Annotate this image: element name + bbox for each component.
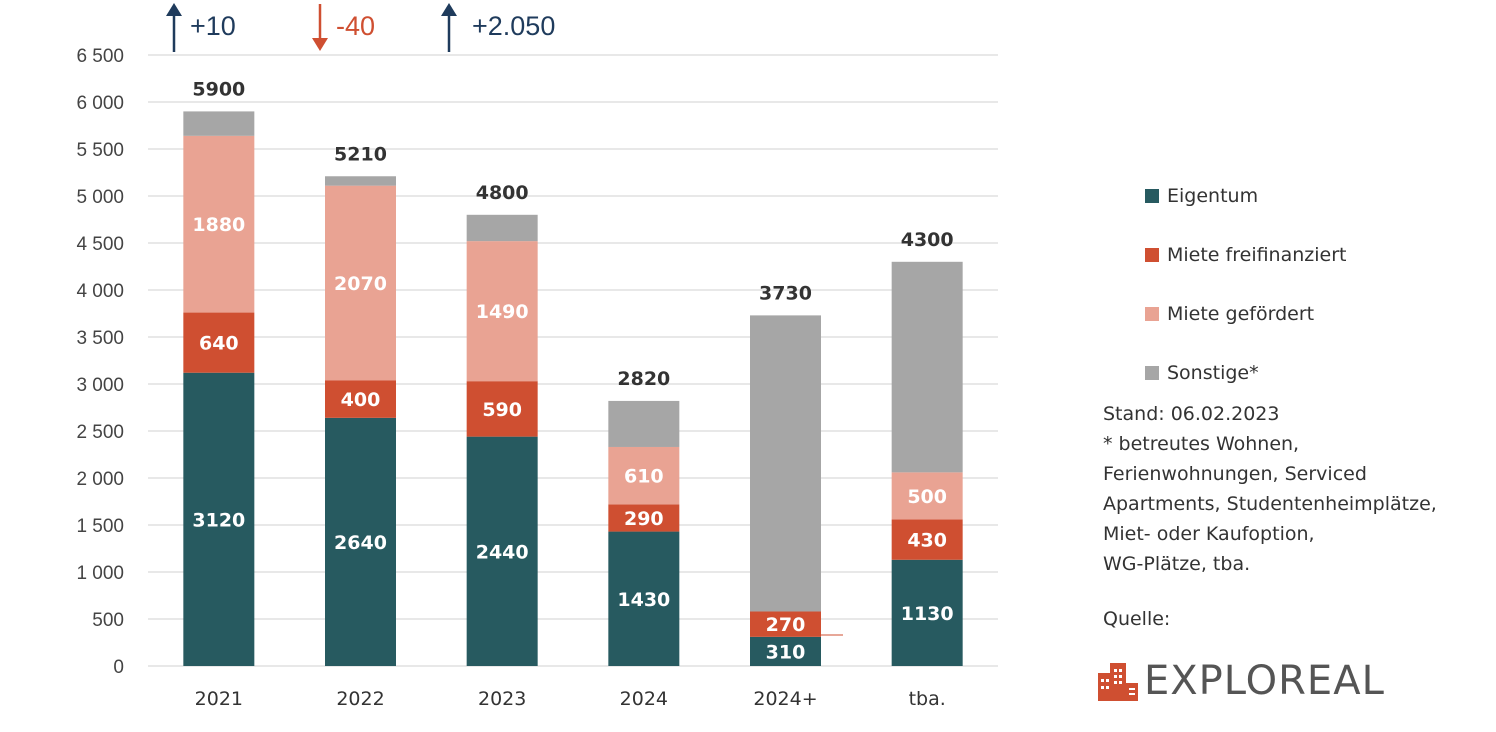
bar-segment (466, 214, 538, 242)
data-label: 400 (341, 389, 381, 411)
bar-segment (891, 261, 963, 473)
bar-segment (325, 185, 396, 381)
total-label: 3730 (759, 282, 812, 304)
bar-segment (466, 381, 538, 437)
bar-segment (608, 531, 680, 666)
bar-segment (325, 417, 396, 666)
legend-label: Miete freifinanziert (1167, 243, 1347, 266)
legend-swatch (1145, 365, 1159, 380)
building-icon (1098, 663, 1138, 701)
y-tick-label: 3 500 (76, 328, 124, 349)
bar-segment (891, 519, 963, 560)
arrow-up-icon (441, 3, 457, 16)
y-tick-label: 3 000 (76, 375, 124, 396)
y-tick-label: 500 (92, 610, 124, 631)
data-label: 270 (766, 614, 806, 636)
y-tick-label: 6 000 (76, 93, 124, 114)
y-tick-label: 2 000 (76, 469, 124, 490)
y-tick-label: 0 (113, 657, 124, 678)
x-tick-label: tba. (909, 688, 946, 710)
bar-segment (608, 446, 680, 505)
data-label: 590 (482, 399, 522, 421)
source-label: Quelle: (1103, 608, 1171, 630)
bar-segment (183, 135, 255, 313)
legend-item-miete-freifinanziert: Miete freifinanziert (1145, 225, 1347, 284)
data-label: 2440 (476, 541, 529, 563)
legend-item-miete-gefoerdert: Miete gefördert (1145, 284, 1347, 343)
change-annotation: +2.050 (472, 11, 555, 41)
data-label: 290 (624, 508, 664, 530)
bar-segment (325, 176, 396, 186)
change-annotation: -40 (336, 11, 375, 41)
note-line: Stand: 06.02.2023 (1103, 403, 1280, 425)
bar-segment (608, 400, 680, 447)
x-tick-label: 2022 (336, 688, 384, 710)
bar-segment (183, 372, 255, 666)
data-label: 610 (624, 466, 664, 488)
stacked-bar-chart: 0 500 1 000 1 500 2 000 2 500 3 000 3 500 4 000 4… (76, 3, 998, 710)
bar-segment (750, 636, 821, 666)
bar-segment (750, 611, 821, 637)
total-label: 2820 (617, 368, 670, 390)
legend-swatch (1145, 188, 1159, 203)
bar-segment (466, 436, 538, 666)
exploreal-logo: EXPLOREAL (1096, 658, 1385, 704)
data-label: 1430 (617, 589, 670, 611)
arrow-down-icon (312, 38, 328, 51)
data-label: 3120 (192, 509, 245, 531)
x-tick-label: 2021 (195, 688, 243, 710)
total-label: 4300 (901, 229, 954, 251)
legend-item-eigentum: Eigentum (1145, 166, 1347, 225)
x-tick-label: 2024 (620, 688, 668, 710)
bar-segment (325, 380, 396, 418)
legend-label: Eigentum (1167, 184, 1259, 207)
bar-segment (891, 559, 963, 666)
data-label: 310 (766, 641, 806, 663)
change-annotation: +10 (190, 11, 236, 41)
legend-item-sonstige: Sonstige* (1145, 343, 1347, 402)
y-tick-label: 4 500 (76, 234, 124, 255)
x-tick-label: 2023 (478, 688, 526, 710)
bar-segment (891, 472, 963, 520)
data-label: 640 (199, 333, 239, 355)
legend-swatch (1145, 306, 1159, 321)
note-line: Ferienwohnungen, Serviced (1103, 463, 1367, 485)
arrow-up-icon (166, 3, 182, 16)
y-tick-label: 6 500 (76, 46, 124, 67)
legend-label: Sonstige* (1167, 361, 1259, 384)
y-tick-label: 1 500 (76, 516, 124, 537)
bar-segment (466, 241, 538, 382)
bar-segment (608, 504, 680, 532)
legend-swatch (1145, 247, 1159, 262)
y-tick-label: 5 500 (76, 140, 124, 161)
note-line: Miet- oder Kaufoption, (1103, 523, 1315, 545)
y-tick-label: 2 500 (76, 422, 124, 443)
data-label: 1130 (901, 603, 954, 625)
note-line: * betreutes Wohnen, (1103, 433, 1300, 455)
total-label: 5210 (334, 143, 387, 165)
logo-text: EXPLOREAL (1144, 658, 1385, 704)
y-tick-label: 1 000 (76, 563, 124, 584)
footnote: Stand: 06.02.2023 * betreutes Wohnen, Fe… (1103, 399, 1493, 579)
legend-label: Miete gefördert (1167, 302, 1315, 325)
y-tick-label: 5 000 (76, 187, 124, 208)
x-tick-label: 2024+ (753, 688, 817, 710)
chart-legend: Eigentum Miete freifinanziert Miete gefö… (1145, 166, 1347, 402)
data-label: 430 (907, 530, 947, 552)
data-label: 2070 (334, 273, 387, 295)
note-line: Apartments, Studentenheimplätze, (1103, 493, 1437, 515)
data-label: 500 (907, 486, 947, 508)
data-label: 1490 (476, 301, 529, 323)
data-label: 2640 (334, 532, 387, 554)
y-tick-label: 4 000 (76, 281, 124, 302)
bar-segment (183, 312, 255, 373)
bar-segment (183, 111, 255, 136)
bar-segment (750, 315, 821, 612)
total-label: 4800 (476, 182, 529, 204)
note-line: WG-Plätze, tba. (1103, 553, 1251, 575)
total-label: 5900 (192, 78, 245, 100)
data-label: 1880 (192, 214, 245, 236)
